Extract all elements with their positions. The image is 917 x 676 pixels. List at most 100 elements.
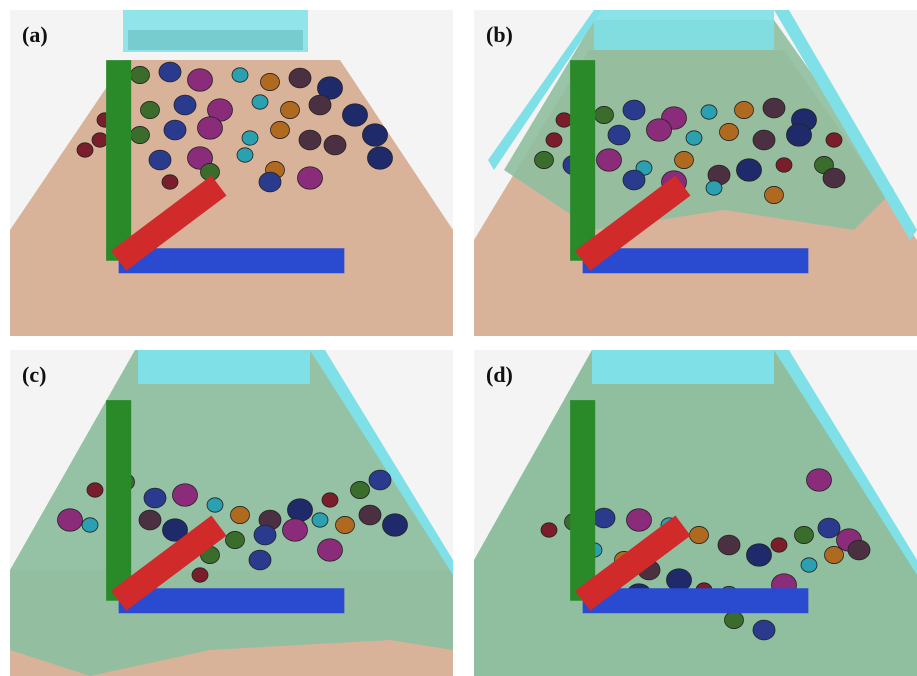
water-edge-right [774,350,917,575]
stone [323,134,347,156]
stone [187,146,213,170]
stone [770,537,788,553]
stone [775,157,793,173]
stone [752,129,776,151]
stone [786,123,812,147]
stone [231,67,249,83]
stone [762,97,786,119]
stone [172,483,198,507]
panel-label: (b) [486,22,513,47]
stone [847,539,871,561]
stone [241,130,259,146]
stone [230,506,250,524]
xyz-axes-icon [106,60,345,274]
stone [674,151,694,169]
water-edge-left [488,10,602,170]
stone [225,531,245,549]
stone [288,67,312,89]
stone [358,504,382,526]
panel-c: (c) [10,350,453,676]
xyz-axes-icon [570,400,809,614]
stone [824,546,844,564]
stone [158,61,182,83]
stone [297,166,323,190]
stone [317,538,343,562]
stone [253,524,277,546]
stone [308,94,332,116]
water-tank [594,10,774,50]
stone [270,121,290,139]
stone [545,132,563,148]
stone [825,132,843,148]
stone [822,167,846,189]
stone [540,522,558,538]
stone [280,101,300,119]
stone [143,487,167,509]
stone [162,518,188,542]
stone [800,557,818,573]
xyz-axes-icon [570,60,809,274]
stone [350,481,370,499]
stone [382,513,408,537]
panel-label: (d) [486,362,513,387]
stone [86,482,104,498]
water-body [504,20,894,230]
stone [764,186,784,204]
stone [282,518,308,542]
stone [794,526,814,544]
stone [161,174,179,190]
stone [311,512,329,528]
panel-b: (b) [474,10,917,336]
stone [138,509,162,531]
stone [76,142,94,158]
stone [148,149,172,171]
stone [163,119,187,141]
stone [534,151,554,169]
stone [173,94,197,116]
water-tank-inner [128,30,303,50]
stone [342,103,368,127]
stone [719,123,739,141]
stone [685,130,703,146]
stone [596,148,622,172]
stones-b [534,97,846,204]
stone [191,567,209,583]
stone [622,99,646,121]
stone [81,517,99,533]
panel-label: (c) [22,362,47,387]
stone [321,492,339,508]
stone [367,146,393,170]
stone [260,73,280,91]
stone [206,497,224,513]
stone [258,171,282,193]
stone [700,104,718,120]
stone [746,543,772,567]
panel-d: (d) [474,350,917,676]
stone [335,516,355,534]
stone [626,508,652,532]
stone [734,101,754,119]
water-tank [138,350,310,384]
xyz-axes-icon [106,400,345,614]
stone [140,101,160,119]
stone [806,468,832,492]
panel-label: (a) [22,22,48,47]
stone [248,549,272,571]
stone [736,158,762,182]
stone [57,508,83,532]
stone [646,118,672,142]
stone [236,147,254,163]
stone [705,180,723,196]
stone [251,94,269,110]
stone [717,534,741,556]
stones-a [76,61,393,193]
stone [607,124,631,146]
stone [622,169,646,191]
water-tank [592,350,774,384]
panel-a: (a) [10,10,453,336]
stone [187,68,213,92]
stone [317,76,343,100]
stone [368,469,392,491]
water-edge-right [774,10,917,240]
stone [752,619,776,641]
